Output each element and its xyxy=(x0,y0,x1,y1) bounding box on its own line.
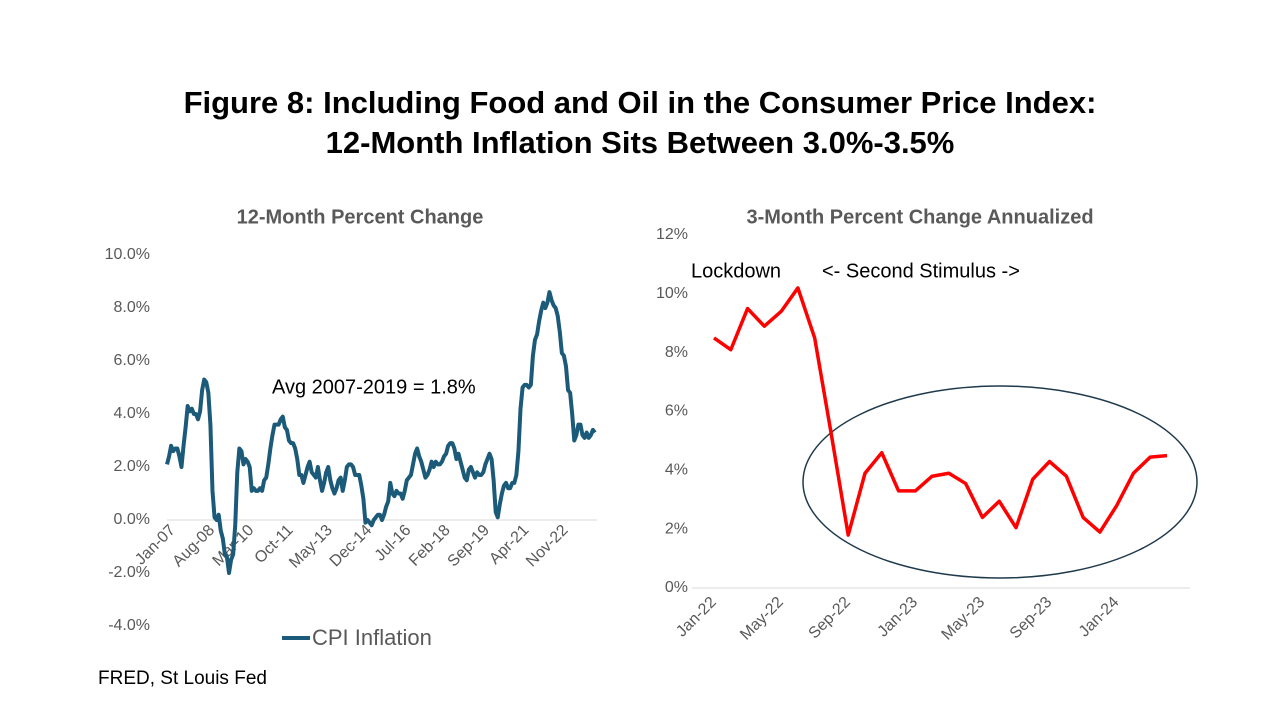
y-tick-label: 8.0% xyxy=(114,299,150,316)
x-tick-label: Sep-19 xyxy=(445,522,494,571)
series-line xyxy=(712,286,1168,537)
y-tick-label: 4% xyxy=(665,462,688,479)
x-tick-label: Feb-18 xyxy=(406,522,454,570)
x-tick-label: May-13 xyxy=(286,522,336,572)
x-tick-label: Jan-23 xyxy=(875,594,922,641)
y-tick-label: 4.0% xyxy=(114,405,150,422)
x-tick-label: Sep-22 xyxy=(806,594,855,643)
x-tick-label: Nov-22 xyxy=(523,522,572,571)
annotation: Avg 2007-2019 = 1.8% xyxy=(272,376,476,398)
y-tick-label: 6.0% xyxy=(114,352,150,369)
y-tick-label: 0% xyxy=(665,579,688,596)
y-tick-label: -2.0% xyxy=(108,564,150,581)
y-tick-label: 10.0% xyxy=(105,246,150,263)
y-tick-label: 8% xyxy=(665,344,688,361)
y-tick-label: 6% xyxy=(665,403,688,420)
y-tick-label: 2.0% xyxy=(114,458,150,475)
source: FRED, St Louis Fed xyxy=(98,668,267,689)
y-tick-label: 2% xyxy=(665,520,688,537)
slide-title: Figure 8: Including Food and Oil in the … xyxy=(184,85,1097,120)
annotation: Lockdown xyxy=(691,260,781,282)
chart-title: 12-Month Percent Change xyxy=(237,206,484,228)
legend-label: CPI Inflation xyxy=(312,625,432,650)
x-tick-label: Aug-08 xyxy=(170,522,219,571)
x-tick-label: May-22 xyxy=(737,594,787,644)
highlight-ellipse xyxy=(802,385,1198,579)
y-tick-label: 10% xyxy=(656,285,688,302)
y-tick-label: 0.0% xyxy=(114,511,150,528)
series-line xyxy=(165,290,597,575)
x-tick-label: May-23 xyxy=(939,594,989,644)
x-tick-label: Jan-22 xyxy=(673,594,720,641)
x-tick-label: Sep-23 xyxy=(1007,594,1056,643)
annotation: <- Second Stimulus -> xyxy=(822,260,1020,282)
y-tick-label: 12% xyxy=(656,226,688,243)
chart-title: 3-Month Percent Change Annualized xyxy=(746,206,1093,228)
x-tick-label: Jan-24 xyxy=(1076,594,1123,641)
y-tick-label: -4.0% xyxy=(108,617,150,634)
x-tick-label: Dec-14 xyxy=(327,522,376,571)
slide-title: 12-Month Inflation Sits Between 3.0%-3.5… xyxy=(326,125,955,160)
